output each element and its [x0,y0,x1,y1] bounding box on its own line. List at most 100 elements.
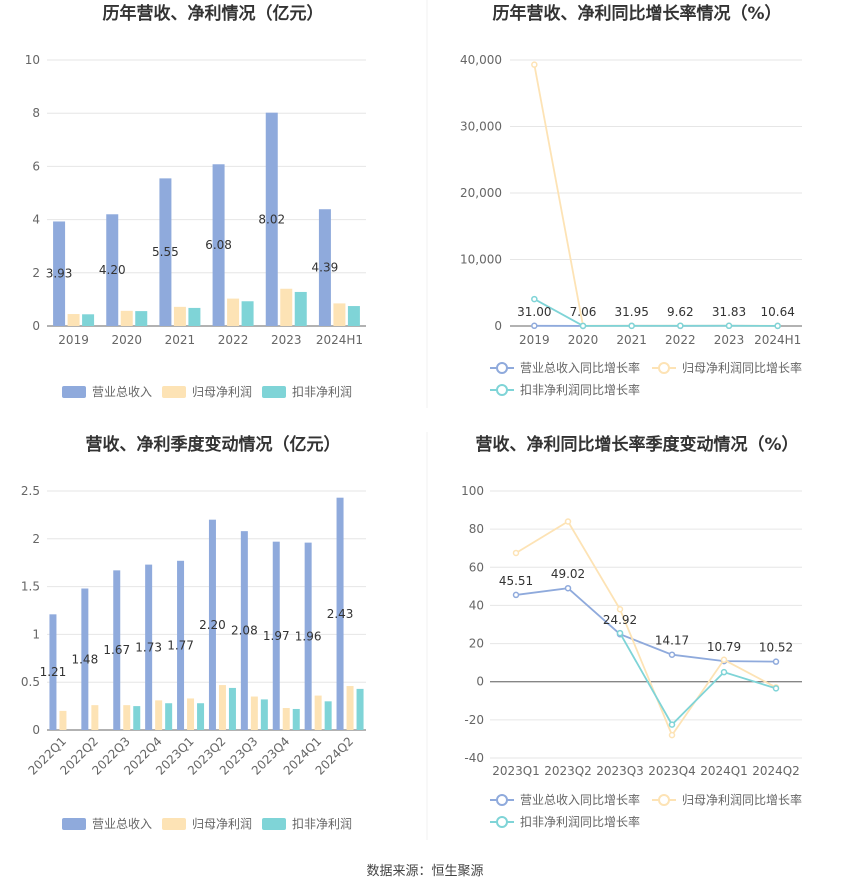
data-label: 8.02 [258,212,285,226]
bar-1 [159,178,172,326]
bar-2 [155,700,163,730]
y-tick-label: 30,000 [460,120,502,134]
legend-label: 扣非净利润同比增长率 [520,814,640,829]
series-line-2 [515,520,777,737]
data-label: 2.20 [199,618,226,632]
x-tick-label: 2021 [616,333,647,347]
series-point-1 [668,651,676,658]
series-point-1 [531,322,538,330]
y-tick-label: 40,000 [460,53,502,67]
data-label: 9.62 [667,305,694,319]
x-tick-label: 2024H1 [754,333,801,347]
x-tick-label: 2020 [568,333,599,347]
bar-3 [260,699,268,730]
bar-2 [67,314,80,326]
legend-label: 归母净利润 [192,817,252,831]
y-tick-label: 100 [461,484,484,498]
y-tick-label: 0 [32,723,40,737]
legend-label: 营业总收入 [92,385,152,399]
legend-label: 扣非净利润 [292,817,352,831]
series-point-3 [628,322,635,330]
series-line-3 [619,632,777,727]
bar-2 [346,686,354,730]
bar-1 [145,564,153,730]
series-line-1 [515,587,777,663]
bar-1 [208,519,216,730]
y-tick-label: 0 [476,675,484,689]
legend-swatch-dot [496,816,508,828]
x-tick-label: 2021 [165,333,196,347]
legend-label: 营业总收入同比增长率 [520,792,640,807]
legend-swatch [262,818,286,830]
bar-3 [356,688,364,730]
chart-title: 历年营收、净利情况（亿元） [103,3,324,24]
data-label: 2.08 [231,624,258,638]
bar-3 [165,703,173,730]
bar-1 [304,542,312,730]
bar-2 [120,310,133,326]
data-label: 10.79 [707,640,741,654]
y-tick-label: 1 [32,627,40,641]
bar-1 [212,164,225,326]
data-label: 24.92 [603,613,637,627]
series-point-1 [772,658,780,665]
legend-swatch-dot [658,362,670,374]
data-label: 10.52 [759,641,793,655]
x-tick-label: 2022 [218,333,249,347]
bar-1 [53,221,66,326]
bar-2 [59,710,67,730]
y-tick-label: 2.5 [21,484,40,498]
bar-3 [292,708,300,730]
y-tick-label: 60 [469,560,484,574]
x-tick-label: 2023 [714,333,745,347]
x-tick-label: 2023Q1 [492,764,540,778]
y-tick-label: 20 [469,637,484,651]
legend-swatch [162,386,186,398]
data-label: 4.20 [99,263,126,277]
bar-1 [81,588,89,730]
series-point-2 [564,518,572,525]
bar-3 [82,314,95,326]
series-point-3 [774,322,781,330]
x-tick-label: 2020 [111,333,142,347]
x-tick-label: 2022 [665,333,696,347]
legend-swatch [262,386,286,398]
series-point-3 [725,322,733,330]
legend-label: 营业总收入 [92,817,152,831]
legend-swatch-dot [496,384,508,396]
series-point-2 [531,61,538,68]
chart-1: 历年营收、净利情况（亿元） 0 2 4 6 8 10 2019 2020 2021 2022 2023… [25,3,366,399]
bar-2 [314,695,322,730]
bar-3 [197,703,205,730]
data-label: 1.96 [295,629,322,643]
y-tick-label: 10 [25,53,40,67]
chart-4: 营收、净利同比增长率季度变动情况（%） -40 -20 0 20 40 60 80 100 202… [461,434,802,829]
data-label: 1.21 [40,665,67,679]
y-tick-label: 4 [32,213,40,227]
chart-2: 历年营收、净利同比增长率情况（%） 0 10,000 20,000 30,000 40,0… [460,3,802,397]
data-label: 2.43 [327,607,354,621]
bar-3 [133,706,141,730]
series-point-3 [772,685,780,692]
bar-3 [135,311,148,326]
data-label: 3.93 [46,267,73,281]
y-tick-label: 40 [469,598,484,612]
series-line-3 [533,298,778,327]
y-tick-label: 0 [494,319,502,333]
y-tick-label: 0 [32,319,40,333]
bar-3 [324,701,332,730]
bar-2 [218,685,226,730]
series-point-2 [720,656,728,664]
y-tick-label: 2 [32,266,40,280]
series-point-1 [564,584,572,592]
series-point-3 [616,629,624,637]
bar-1 [240,531,248,730]
data-label: 5.55 [152,245,179,259]
y-tick-label: 20,000 [460,186,502,200]
data-label: 1.67 [103,643,130,657]
series-point-2 [616,605,624,613]
y-tick-label: -20 [464,713,484,727]
data-label: 6.08 [205,238,232,252]
bar-2 [91,705,99,730]
